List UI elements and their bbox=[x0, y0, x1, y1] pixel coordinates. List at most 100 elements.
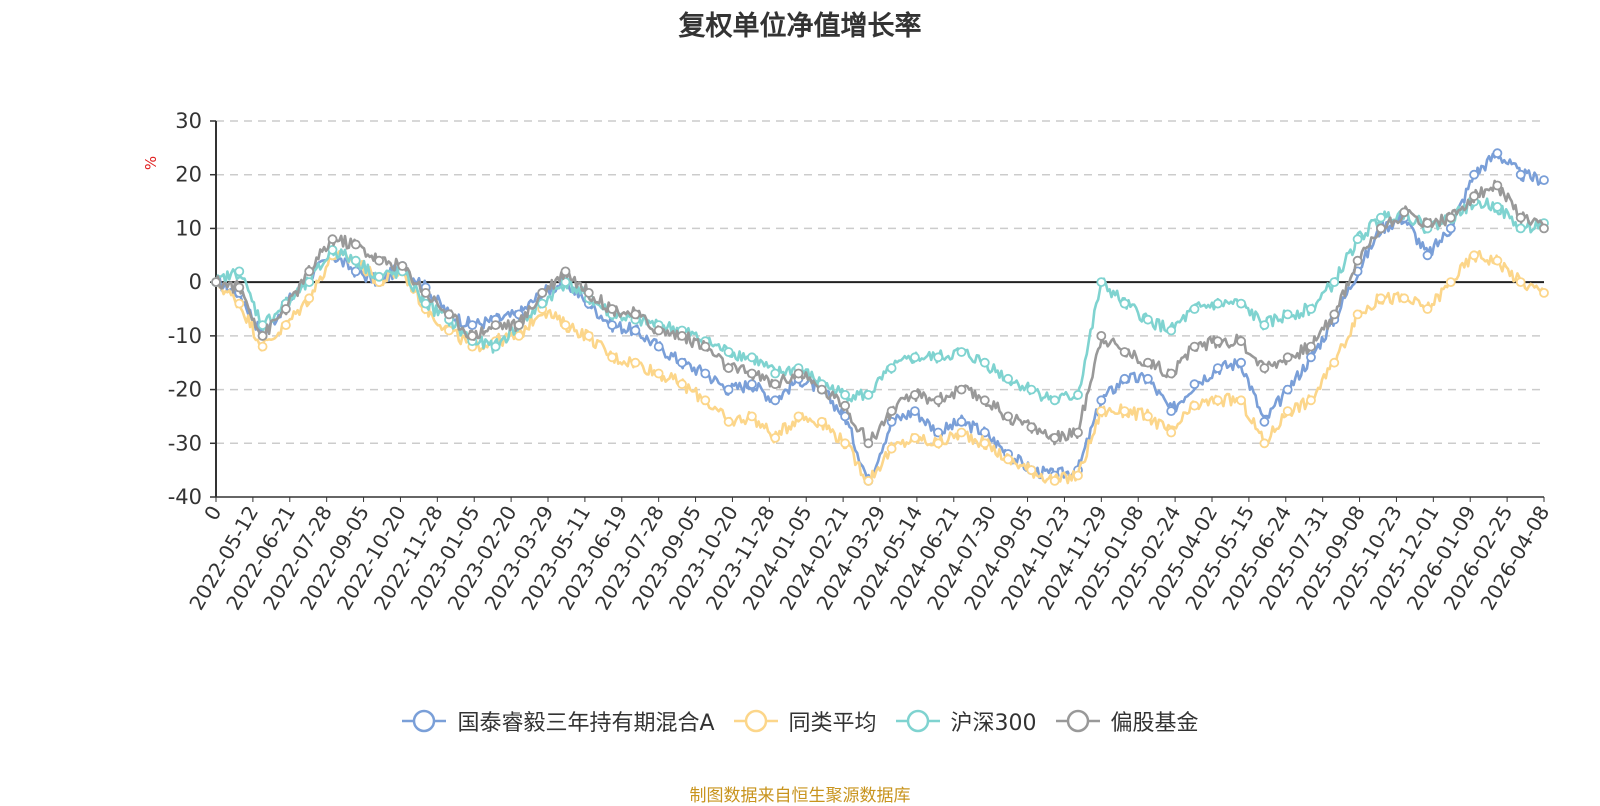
data-point bbox=[723, 416, 734, 427]
data-point bbox=[1212, 395, 1223, 406]
data-point bbox=[1515, 212, 1526, 223]
data-point bbox=[1236, 395, 1246, 406]
data-point bbox=[397, 261, 408, 271]
data-point bbox=[956, 384, 967, 395]
data-point bbox=[700, 395, 711, 406]
data-point bbox=[1282, 406, 1293, 417]
grid-layer bbox=[216, 120, 1544, 445]
data-point bbox=[863, 438, 874, 449]
data-point bbox=[1282, 384, 1293, 395]
data-point bbox=[1143, 411, 1153, 422]
data-point bbox=[234, 298, 245, 309]
data-point bbox=[1212, 363, 1223, 374]
legend-marker-icon bbox=[733, 709, 778, 733]
data-point bbox=[537, 287, 548, 298]
data-point bbox=[933, 395, 944, 406]
data-point bbox=[280, 304, 291, 314]
data-point bbox=[1376, 293, 1386, 304]
data-point bbox=[1236, 336, 1246, 347]
legend-label: 国泰睿毅三年持有期混合A bbox=[457, 711, 715, 736]
data-point bbox=[211, 277, 221, 288]
data-point bbox=[1469, 250, 1479, 261]
legend-item-3[interactable]: 偏股基金 bbox=[1055, 705, 1199, 737]
data-point bbox=[304, 277, 315, 288]
data-point bbox=[560, 320, 571, 331]
data-point bbox=[1445, 223, 1456, 234]
data-point bbox=[280, 320, 291, 331]
data-point bbox=[374, 255, 385, 266]
data-point bbox=[630, 309, 641, 320]
data-point bbox=[1096, 330, 1107, 341]
data-point bbox=[1422, 218, 1433, 229]
y-tick-label: 30 bbox=[175, 109, 202, 133]
legend-item-1[interactable]: 同类平均 bbox=[733, 705, 877, 737]
data-point bbox=[1539, 287, 1549, 298]
legend-item-2[interactable]: 沪深300 bbox=[895, 705, 1037, 737]
data-point bbox=[234, 266, 245, 277]
x-tick-label: 0 bbox=[199, 502, 226, 525]
data-point bbox=[1189, 341, 1200, 352]
data-point bbox=[374, 271, 385, 282]
data-point bbox=[350, 239, 361, 250]
legend: 国泰睿毅三年持有期混合A 同类平均 沪深300 偏股基金 bbox=[0, 705, 1600, 737]
data-point bbox=[1492, 148, 1503, 159]
data-point bbox=[793, 368, 804, 379]
data-point bbox=[490, 320, 501, 331]
data-point bbox=[1143, 357, 1153, 368]
data-point bbox=[1049, 475, 1060, 486]
data-point bbox=[723, 347, 734, 357]
data-point bbox=[607, 352, 617, 363]
data-point bbox=[514, 330, 524, 341]
data-point bbox=[1259, 320, 1270, 331]
legend-marker-icon bbox=[402, 709, 447, 733]
legend-marker-icon bbox=[895, 709, 940, 733]
data-point bbox=[583, 287, 594, 298]
data-point bbox=[1236, 298, 1246, 309]
data-point bbox=[770, 395, 781, 406]
series-line-1 bbox=[214, 249, 1546, 485]
data-point bbox=[1073, 470, 1083, 481]
data-point bbox=[677, 330, 687, 341]
data-point bbox=[304, 293, 315, 304]
data-point bbox=[1422, 250, 1433, 261]
series-line-3 bbox=[214, 179, 1546, 448]
data-point bbox=[1445, 277, 1456, 288]
data-point bbox=[677, 357, 687, 368]
data-point bbox=[1306, 395, 1316, 406]
data-point bbox=[327, 234, 338, 245]
data-point bbox=[1399, 207, 1410, 218]
data-point bbox=[607, 304, 617, 314]
data-point bbox=[816, 416, 827, 427]
data-point bbox=[1096, 406, 1107, 417]
data-point bbox=[979, 427, 990, 438]
data-point bbox=[840, 389, 850, 400]
data-point bbox=[1539, 223, 1549, 234]
data-point bbox=[1259, 438, 1270, 449]
y-tick-label: -40 bbox=[168, 485, 202, 509]
data-point bbox=[1492, 255, 1503, 266]
data-point bbox=[1515, 223, 1526, 234]
data-point bbox=[1166, 368, 1177, 379]
data-point bbox=[1539, 175, 1549, 186]
data-point bbox=[1003, 454, 1013, 465]
data-point bbox=[910, 352, 920, 363]
data-point bbox=[257, 330, 268, 341]
data-point bbox=[514, 320, 524, 331]
axis-layer: 3020100-10-20-30-4002022-05-122022-06-21… bbox=[168, 109, 1555, 614]
y-tick-label: -30 bbox=[168, 431, 202, 455]
data-point bbox=[747, 352, 757, 363]
data-point bbox=[910, 432, 920, 443]
data-point bbox=[1026, 384, 1037, 395]
data-point bbox=[1096, 395, 1107, 406]
data-point bbox=[793, 411, 804, 422]
data-point bbox=[1352, 234, 1363, 245]
data-point bbox=[607, 320, 617, 331]
data-point bbox=[1119, 298, 1130, 309]
data-point bbox=[1259, 363, 1270, 374]
data-point bbox=[770, 379, 781, 390]
legend-item-0[interactable]: 国泰睿毅三年持有期混合A bbox=[401, 705, 715, 737]
y-tick-label: 10 bbox=[175, 216, 202, 240]
data-point bbox=[1399, 293, 1410, 304]
y-tick-label: 20 bbox=[175, 163, 202, 187]
